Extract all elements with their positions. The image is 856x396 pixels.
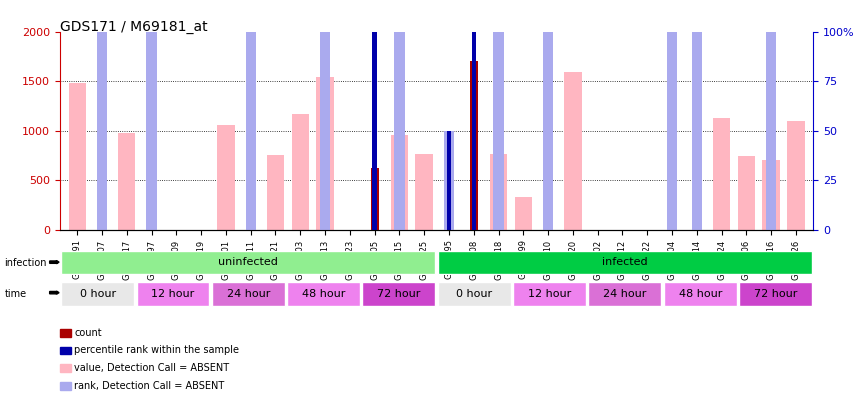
Bar <box>713 118 730 230</box>
Text: 0 hour: 0 hour <box>80 289 116 299</box>
Text: 48 hour: 48 hour <box>302 289 345 299</box>
Bar <box>372 0 377 230</box>
Bar <box>246 0 256 230</box>
Bar <box>320 0 330 230</box>
Bar <box>394 0 405 230</box>
FancyBboxPatch shape <box>663 282 737 306</box>
Text: 72 hour: 72 hour <box>377 289 420 299</box>
Bar <box>371 168 378 230</box>
FancyBboxPatch shape <box>61 282 134 306</box>
Bar <box>470 61 478 230</box>
Text: 0 hour: 0 hour <box>456 289 492 299</box>
Bar <box>564 72 581 230</box>
Text: infection: infection <box>4 258 47 268</box>
Bar <box>217 125 235 230</box>
FancyBboxPatch shape <box>362 282 436 306</box>
Bar <box>472 0 476 230</box>
Text: rank, Detection Call = ABSENT: rank, Detection Call = ABSENT <box>74 381 225 391</box>
Bar <box>692 0 702 230</box>
Bar <box>68 83 86 230</box>
Text: 12 hour: 12 hour <box>528 289 571 299</box>
Bar <box>317 77 334 230</box>
Bar <box>738 156 755 230</box>
Bar <box>514 197 532 230</box>
FancyBboxPatch shape <box>513 282 586 306</box>
Text: value, Detection Call = ABSENT: value, Detection Call = ABSENT <box>74 363 229 373</box>
Bar <box>788 121 805 230</box>
Bar <box>493 0 503 230</box>
Text: GDS171 / M69181_at: GDS171 / M69181_at <box>60 20 207 34</box>
Bar <box>766 0 776 230</box>
Bar <box>415 154 433 230</box>
FancyBboxPatch shape <box>211 282 285 306</box>
Bar <box>667 0 677 230</box>
Text: 48 hour: 48 hour <box>679 289 722 299</box>
Bar <box>97 0 107 230</box>
Bar <box>390 135 408 230</box>
FancyBboxPatch shape <box>136 282 210 306</box>
Text: 12 hour: 12 hour <box>152 289 194 299</box>
Bar <box>447 131 451 230</box>
Bar <box>292 114 309 230</box>
Bar <box>146 0 157 230</box>
FancyBboxPatch shape <box>287 282 360 306</box>
Bar <box>443 131 455 230</box>
Text: time: time <box>4 289 27 299</box>
Bar <box>490 154 507 230</box>
Bar <box>763 160 780 230</box>
FancyBboxPatch shape <box>437 282 511 306</box>
FancyBboxPatch shape <box>437 251 812 274</box>
FancyBboxPatch shape <box>61 251 436 274</box>
Text: 24 hour: 24 hour <box>227 289 270 299</box>
Text: infected: infected <box>602 257 648 267</box>
Bar <box>543 0 553 230</box>
Bar <box>118 133 135 230</box>
Text: 72 hour: 72 hour <box>754 289 797 299</box>
Bar <box>267 155 284 230</box>
FancyBboxPatch shape <box>588 282 662 306</box>
Text: uninfected: uninfected <box>218 257 278 267</box>
Text: 24 hour: 24 hour <box>603 289 646 299</box>
Text: count: count <box>74 327 102 338</box>
FancyBboxPatch shape <box>739 282 812 306</box>
Text: percentile rank within the sample: percentile rank within the sample <box>74 345 240 356</box>
